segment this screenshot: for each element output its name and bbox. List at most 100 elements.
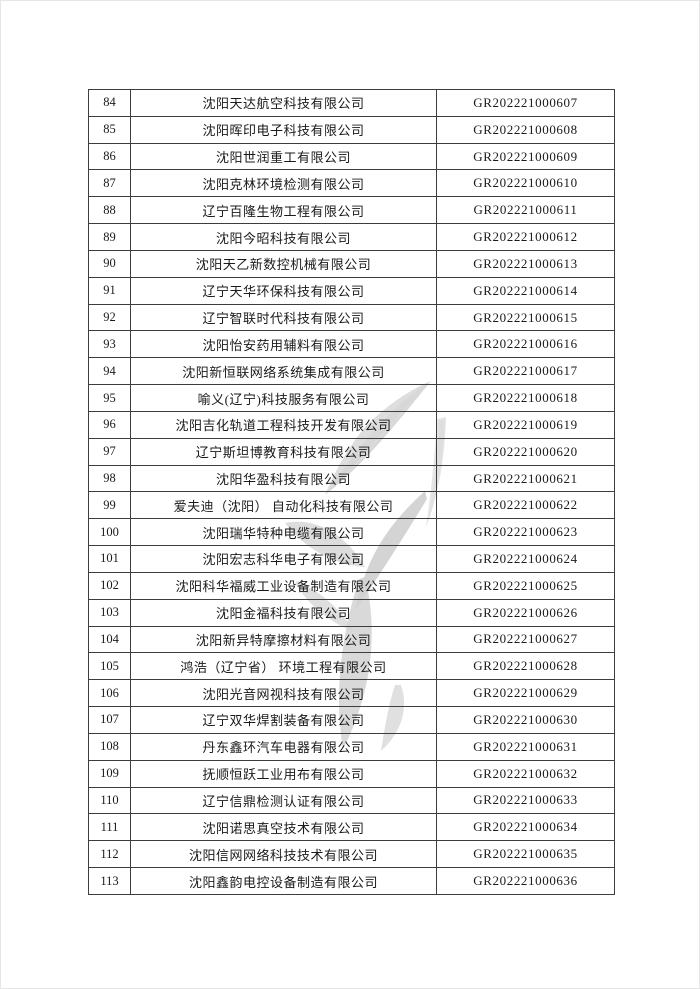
table-row: 112 沈阳信网网络科技技术有限公司 GR202221000635	[88, 840, 615, 869]
certificate-code-cell: GR202221000607	[436, 89, 615, 117]
row-number-cell: 105	[88, 652, 131, 681]
table-row: 99 爱夫迪（沈阳） 自动化科技有限公司 GR202221000622	[88, 491, 615, 520]
certificate-code-cell: GR202221000622	[436, 491, 615, 520]
company-name-cell: 沈阳鑫韵电控设备制造有限公司	[130, 867, 437, 895]
table-row: 97 辽宁斯坦博教育科技有限公司 GR202221000620	[88, 437, 615, 466]
certificate-code-cell: GR202221000624	[436, 545, 615, 573]
table-row: 93 沈阳怡安药用辅料有限公司 GR202221000616	[88, 330, 615, 359]
company-name-cell: 抚顺恒跃工业用布有限公司	[130, 759, 437, 788]
certificate-code-cell: GR202221000635	[436, 840, 615, 869]
table-row: 90 沈阳天乙新数控机械有限公司 GR202221000613	[88, 249, 615, 278]
certificate-table: 84 沈阳天达航空科技有限公司 GR202221000607 85 沈阳晖印电子科技有限…	[88, 89, 615, 895]
company-name-cell: 沈阳今昭科技有限公司	[130, 223, 437, 251]
certificate-code-cell: GR202221000617	[436, 357, 615, 386]
row-number-cell: 103	[88, 598, 131, 627]
table-row: 107 辽宁双华焊割装备有限公司 GR202221000630	[88, 706, 615, 734]
row-number-cell: 97	[88, 437, 131, 466]
company-name-cell: 辽宁斯坦博教育科技有限公司	[130, 437, 437, 466]
row-number-cell: 101	[88, 545, 131, 573]
row-number-cell: 94	[88, 357, 131, 386]
company-name-cell: 沈阳诺思真空技术有限公司	[130, 813, 437, 842]
certificate-code-cell: GR202221000627	[436, 625, 615, 654]
certificate-code-cell: GR202221000621	[436, 464, 615, 493]
row-number-cell: 102	[88, 571, 131, 600]
row-number-cell: 86	[88, 142, 131, 171]
row-number-cell: 85	[88, 115, 131, 144]
table-row: 103 沈阳金福科技有限公司 GR202221000626	[88, 598, 615, 627]
table-row: 109 抚顺恒跃工业用布有限公司 GR202221000632	[88, 759, 615, 788]
table-row: 111 沈阳诺思真空技术有限公司 GR202221000634	[88, 813, 615, 842]
certificate-code-cell: GR202221000630	[436, 706, 615, 734]
certificate-code-cell: GR202221000620	[436, 437, 615, 466]
table-row: 113 沈阳鑫韵电控设备制造有限公司 GR202221000636	[88, 867, 615, 895]
certificate-code-cell: GR202221000631	[436, 732, 615, 761]
row-number-cell: 93	[88, 330, 131, 359]
table-row: 106 沈阳光音网视科技有限公司 GR202221000629	[88, 679, 615, 708]
certificate-code-cell: GR202221000614	[436, 276, 615, 305]
table-row: 104 沈阳新异特摩擦材料有限公司 GR202221000627	[88, 625, 615, 654]
certificate-code-cell: GR202221000615	[436, 303, 615, 332]
row-number-cell: 90	[88, 249, 131, 278]
table-row: 91 辽宁天华环保科技有限公司 GR202221000614	[88, 276, 615, 305]
table-row: 92 辽宁智联时代科技有限公司 GR202221000615	[88, 303, 615, 332]
certificate-code-cell: GR202221000616	[436, 330, 615, 359]
company-name-cell: 沈阳天乙新数控机械有限公司	[130, 249, 437, 278]
table-row: 95 喻义(辽宁)科技服务有限公司 GR202221000618	[88, 384, 615, 412]
table-row: 102 沈阳科华福威工业设备制造有限公司 GR202221000625	[88, 571, 615, 600]
row-number-cell: 106	[88, 679, 131, 708]
row-number-cell: 88	[88, 196, 131, 225]
row-number-cell: 99	[88, 491, 131, 520]
certificate-code-cell: GR202221000636	[436, 867, 615, 895]
row-number-cell: 112	[88, 840, 131, 869]
table-row: 87 沈阳克林环境检测有限公司 GR202221000610	[88, 169, 615, 198]
company-name-cell: 沈阳新异特摩擦材料有限公司	[130, 625, 437, 654]
company-name-cell: 沈阳天达航空科技有限公司	[130, 89, 437, 117]
certificate-code-cell: GR202221000623	[436, 518, 615, 547]
row-number-cell: 111	[88, 813, 131, 842]
certificate-code-cell: GR202221000629	[436, 679, 615, 708]
row-number-cell: 100	[88, 518, 131, 547]
row-number-cell: 113	[88, 867, 131, 895]
certificate-code-cell: GR202221000628	[436, 652, 615, 681]
certificate-code-cell: GR202221000632	[436, 759, 615, 788]
table-row: 100 沈阳瑞华特种电缆有限公司 GR202221000623	[88, 518, 615, 547]
company-name-cell: 沈阳金福科技有限公司	[130, 598, 437, 627]
row-number-cell: 108	[88, 732, 131, 761]
certificate-code-cell: GR202221000626	[436, 598, 615, 627]
row-number-cell: 109	[88, 759, 131, 788]
row-number-cell: 84	[88, 89, 131, 117]
row-number-cell: 107	[88, 706, 131, 734]
certificate-code-cell: GR202221000613	[436, 249, 615, 278]
row-number-cell: 87	[88, 169, 131, 198]
company-name-cell: 喻义(辽宁)科技服务有限公司	[130, 384, 437, 412]
table-row: 84 沈阳天达航空科技有限公司 GR202221000607	[88, 89, 615, 117]
company-name-cell: 辽宁智联时代科技有限公司	[130, 303, 437, 332]
company-name-cell: 爱夫迪（沈阳） 自动化科技有限公司	[130, 491, 437, 520]
company-name-cell: 沈阳晖印电子科技有限公司	[130, 115, 437, 144]
certificate-code-cell: GR202221000625	[436, 571, 615, 600]
table-row: 105 鸿浩（辽宁省） 环境工程有限公司 GR202221000628	[88, 652, 615, 681]
row-number-cell: 110	[88, 786, 131, 815]
certificate-code-cell: GR202221000618	[436, 384, 615, 412]
row-number-cell: 89	[88, 223, 131, 251]
row-number-cell: 92	[88, 303, 131, 332]
certificate-code-cell: GR202221000611	[436, 196, 615, 225]
company-name-cell: 辽宁天华环保科技有限公司	[130, 276, 437, 305]
certificate-code-cell: GR202221000610	[436, 169, 615, 198]
company-name-cell: 沈阳宏志科华电子有限公司	[130, 545, 437, 573]
company-name-cell: 沈阳科华福威工业设备制造有限公司	[130, 571, 437, 600]
company-name-cell: 沈阳世润重工有限公司	[130, 142, 437, 171]
company-name-cell: 沈阳怡安药用辅料有限公司	[130, 330, 437, 359]
company-name-cell: 沈阳信网网络科技技术有限公司	[130, 840, 437, 869]
table-row: 94 沈阳新恒联网络系统集成有限公司 GR202221000617	[88, 357, 615, 386]
table-row: 110 辽宁信鼎检测认证有限公司 GR202221000633	[88, 786, 615, 815]
row-number-cell: 91	[88, 276, 131, 305]
certificate-code-cell: GR202221000633	[436, 786, 615, 815]
company-name-cell: 沈阳克林环境检测有限公司	[130, 169, 437, 198]
table-row: 98 沈阳华盈科技有限公司 GR202221000621	[88, 464, 615, 493]
certificate-code-cell: GR202221000619	[436, 410, 615, 439]
table-row: 101 沈阳宏志科华电子有限公司 GR202221000624	[88, 545, 615, 573]
company-name-cell: 辽宁百隆生物工程有限公司	[130, 196, 437, 225]
table-row: 86 沈阳世润重工有限公司 GR202221000609	[88, 142, 615, 171]
